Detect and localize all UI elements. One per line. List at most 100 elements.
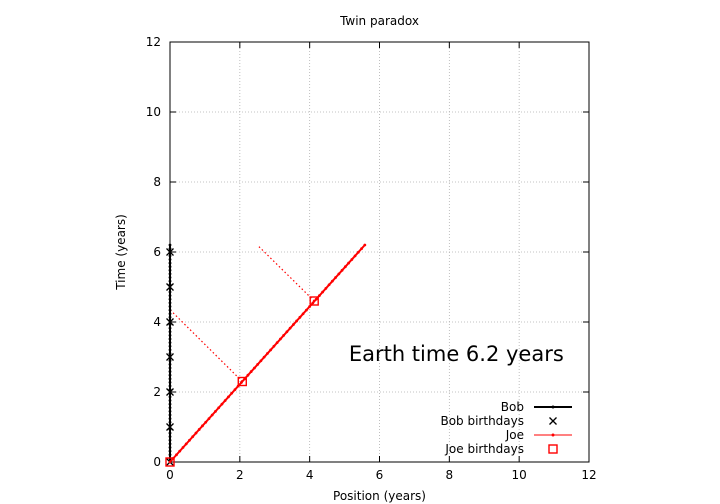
y-tick-label: 2 (153, 385, 161, 399)
series-point-joe (214, 409, 217, 413)
series-point-joe (337, 272, 341, 276)
bob-birthday-marker (166, 283, 174, 291)
x-tick-label: 6 (376, 468, 384, 482)
series-point-bob (168, 449, 172, 453)
series-point-bob (168, 431, 172, 435)
series-point-joe (184, 442, 188, 446)
series-point-joe (246, 373, 250, 377)
series-point-bob (168, 362, 172, 366)
series-point-bob (168, 388, 172, 392)
cross-stroke (166, 423, 174, 431)
series-point-joe (304, 308, 308, 312)
series-point-joe (301, 312, 305, 316)
series-point-bob (168, 334, 172, 337)
series-point-bob (168, 373, 172, 377)
series-point-bob (168, 446, 172, 449)
simultaneity-line (256, 244, 315, 302)
series-point-bob (168, 413, 172, 417)
series-point-bob (168, 247, 172, 251)
series-point-joe (191, 435, 195, 439)
series-point-joe (233, 388, 237, 392)
series-point-joe (253, 366, 256, 370)
series-point-bob (168, 337, 172, 341)
series-point-joe (327, 283, 331, 287)
series-point-joe (308, 305, 312, 308)
legend-entry: Bob birthdays (440, 414, 557, 428)
cross-stroke (166, 318, 174, 326)
x-tick-label: 10 (512, 468, 527, 482)
y-axis-label: Time (years) (114, 214, 128, 291)
series-point-bob (168, 442, 172, 446)
simultaneity-line (169, 309, 243, 382)
series-point-bob (168, 323, 172, 326)
series-point-joe (204, 420, 208, 424)
series-point-joe (194, 431, 198, 435)
cross-stroke (166, 248, 174, 256)
series-point-bob (168, 315, 172, 319)
series-point-joe (188, 438, 191, 442)
series-point-bob (168, 294, 172, 298)
series-point-joe (295, 319, 299, 323)
grid (170, 42, 589, 462)
series-point-joe (282, 334, 286, 337)
series-point-bob (168, 381, 172, 384)
series-point-joe (311, 301, 315, 305)
series-point-joe (256, 362, 260, 366)
legend-square-sample (548, 444, 558, 454)
bob-birthday-marker (166, 353, 174, 361)
chart-title: Twin paradox (339, 14, 419, 28)
series-point-joe (285, 330, 289, 334)
series-point-joe (181, 446, 185, 449)
series-point-joe (178, 449, 182, 453)
series-point-joe (347, 261, 350, 265)
series-point-bob (168, 290, 172, 294)
series-point-joe (207, 417, 211, 420)
series-point-joe (210, 413, 214, 417)
legend-label: Bob (501, 400, 524, 414)
series-point-joe (197, 428, 201, 431)
bob-birthday-marker (166, 423, 174, 431)
series-point-bob (168, 305, 172, 308)
y-tick-label: 4 (153, 315, 161, 329)
series-point-joe (288, 326, 292, 330)
axis-ticks: 0 2 4 6 8 10 12 0 2 4 6 8 10 12 (146, 35, 597, 482)
cross-stroke (166, 388, 174, 396)
series-point-bob (168, 308, 172, 312)
series-point-joe (321, 290, 325, 294)
series-point-bob (168, 359, 172, 363)
series-point-joe (363, 243, 367, 247)
series-point-bob (168, 326, 172, 330)
series-point-joe (272, 344, 276, 348)
joe-birthday-marker (237, 376, 247, 387)
x-tick-label: 8 (446, 468, 454, 482)
series-point-joe (269, 348, 273, 352)
data-layer (165, 243, 367, 467)
y-tick-label: 10 (146, 105, 161, 119)
cross-stroke (166, 353, 174, 361)
series-point-joe (324, 287, 328, 290)
series-point-joe (262, 355, 266, 359)
series-point-joe (223, 399, 227, 402)
x-tick-label: 0 (166, 468, 174, 482)
series-point-joe (217, 406, 221, 410)
cross-stroke (166, 283, 174, 291)
series-point-bob (168, 366, 172, 370)
series-point-bob (168, 377, 172, 381)
series-point-bob (168, 406, 172, 410)
bob-birthday-marker (166, 248, 174, 256)
series-point-joe (249, 370, 253, 373)
legend-point-sample (551, 433, 555, 437)
series-point-bob (168, 352, 172, 355)
series-point-joe (168, 460, 172, 464)
series-point-bob (168, 301, 172, 305)
series-point-joe (275, 341, 279, 345)
series-point-joe (240, 381, 243, 384)
legend-point-sample (551, 405, 555, 409)
y-tick-label: 8 (153, 175, 161, 189)
series-point-bob (168, 453, 172, 457)
legend-entry: Joe birthdays (444, 442, 558, 456)
x-tick-label: 12 (581, 468, 596, 482)
y-tick-label: 0 (153, 455, 161, 469)
